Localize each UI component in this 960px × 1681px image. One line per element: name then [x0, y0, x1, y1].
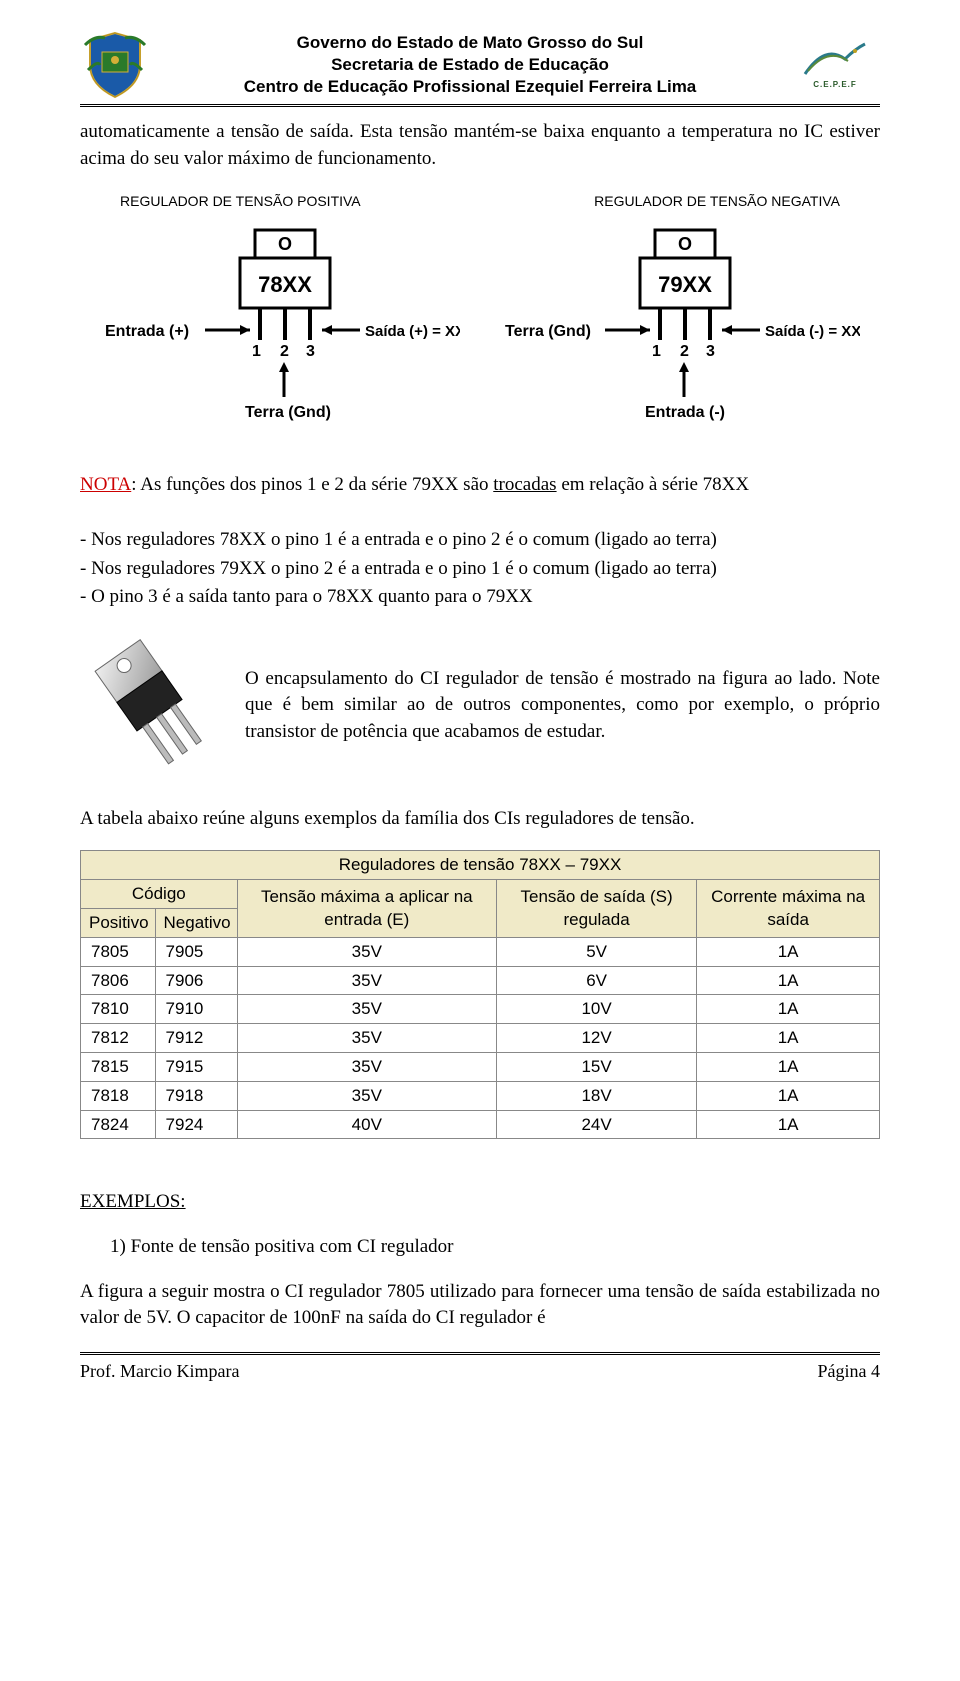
- to220-package-icon: [80, 636, 220, 776]
- nota-bullet-2: - Nos reguladores 79XX o pino 2 é a entr…: [80, 556, 880, 583]
- cepef-label: C.E.P.E.F: [813, 79, 857, 90]
- page-footer: Prof. Marcio Kimpara Página 4: [80, 1352, 880, 1384]
- nota-bullet-1: - Nos reguladores 78XX o pino 1 é a entr…: [80, 527, 880, 554]
- cell-pos: 7810: [81, 995, 156, 1024]
- cepef-logo-icon: C.E.P.E.F: [790, 35, 880, 95]
- cell-vin: 35V: [237, 995, 496, 1024]
- footer-page: Página 4: [818, 1359, 881, 1384]
- cell-pos: 7806: [81, 966, 156, 995]
- col-positivo: Positivo: [81, 908, 156, 937]
- table-row: 7810791035V10V1A: [81, 995, 880, 1024]
- table-row: 7805790535V5V1A: [81, 937, 880, 966]
- cell-neg: 7918: [155, 1081, 237, 1110]
- cell-neg: 7912: [155, 1024, 237, 1053]
- svg-text:O: O: [678, 234, 692, 254]
- col-vout: Tensão de saída (S) regulada: [496, 880, 696, 938]
- cell-vin: 35V: [237, 1052, 496, 1081]
- regulator-table: Reguladores de tensão 78XX – 79XX Código…: [80, 850, 880, 1139]
- header-line-2: Secretaria de Estado de Educação: [150, 54, 790, 76]
- svg-text:79XX: 79XX: [658, 272, 712, 297]
- cell-vout: 6V: [496, 966, 696, 995]
- cell-vout: 15V: [496, 1052, 696, 1081]
- nota-label: NOTA: [80, 474, 131, 495]
- cell-vin: 35V: [237, 1081, 496, 1110]
- svg-text:2: 2: [280, 343, 289, 360]
- footer-author: Prof. Marcio Kimpara: [80, 1359, 239, 1384]
- cell-iout: 1A: [697, 1024, 880, 1053]
- table-intro: A tabela abaixo reúne alguns exemplos da…: [80, 806, 880, 833]
- cell-neg: 7924: [155, 1110, 237, 1139]
- cell-iout: 1A: [697, 1081, 880, 1110]
- exemplos-title: EXEMPLOS:: [80, 1189, 880, 1216]
- cell-iout: 1A: [697, 1110, 880, 1139]
- header-line-1: Governo do Estado de Mato Grosso do Sul: [150, 32, 790, 54]
- diagrams-row: O 78XX 1 2 3 Entrada (+) Saída (+) = XX …: [80, 222, 880, 442]
- reg-positive-label: REGULADOR DE TENSÃO POSITIVA: [120, 192, 361, 212]
- svg-text:O: O: [278, 234, 292, 254]
- col-codigo: Código: [81, 880, 238, 909]
- cell-vout: 18V: [496, 1081, 696, 1110]
- example-item-1: 1) Fonte de tensão positiva com CI regul…: [110, 1234, 880, 1261]
- col-vin: Tensão máxima a aplicar na entrada (E): [237, 880, 496, 938]
- svg-text:1: 1: [252, 343, 261, 360]
- svg-text:Terra (Gnd): Terra (Gnd): [505, 323, 591, 340]
- cell-pos: 7824: [81, 1110, 156, 1139]
- cell-pos: 7818: [81, 1081, 156, 1110]
- svg-text:Saída (-) = XX: Saída (-) = XX: [765, 323, 860, 340]
- svg-text:Terra (Gnd): Terra (Gnd): [245, 404, 331, 421]
- cell-pos: 7815: [81, 1052, 156, 1081]
- cell-vin: 35V: [237, 966, 496, 995]
- chip-paragraph: O encapsulamento do CI regulador de tens…: [245, 666, 880, 746]
- svg-text:Entrada (+): Entrada (+): [105, 323, 189, 340]
- svg-text:78XX: 78XX: [258, 272, 312, 297]
- nota-block: NOTA: As funções dos pinos 1 e 2 da séri…: [80, 472, 880, 611]
- cell-vout: 10V: [496, 995, 696, 1024]
- cell-pos: 7812: [81, 1024, 156, 1053]
- svg-text:1: 1: [652, 343, 661, 360]
- header-line-3: Centro de Educação Profissional Ezequiel…: [150, 76, 790, 98]
- svg-text:Entrada (-): Entrada (-): [645, 404, 725, 421]
- col-iout: Corrente máxima na saída: [697, 880, 880, 938]
- table-row: 7815791535V15V1A: [81, 1052, 880, 1081]
- cell-vin: 35V: [237, 937, 496, 966]
- cell-iout: 1A: [697, 995, 880, 1024]
- state-crest-icon: [80, 30, 150, 100]
- table-row: 7812791235V12V1A: [81, 1024, 880, 1053]
- svg-text:3: 3: [706, 343, 715, 360]
- cell-pos: 7805: [81, 937, 156, 966]
- cell-vout: 5V: [496, 937, 696, 966]
- regulator-labels-row: REGULADOR DE TENSÃO POSITIVA REGULADOR D…: [80, 192, 880, 212]
- cell-neg: 7910: [155, 995, 237, 1024]
- svg-text:2: 2: [680, 343, 689, 360]
- cell-vin: 40V: [237, 1110, 496, 1139]
- nota-underlined: trocadas: [493, 474, 556, 495]
- col-negativo: Negativo: [155, 908, 237, 937]
- cell-neg: 7905: [155, 937, 237, 966]
- svg-text:3: 3: [306, 343, 315, 360]
- cell-vout: 12V: [496, 1024, 696, 1053]
- table-row: 7818791835V18V1A: [81, 1081, 880, 1110]
- nota-bullet-3: - O pino 3 é a saída tanto para o 78XX q…: [80, 584, 880, 611]
- cell-vout: 24V: [496, 1110, 696, 1139]
- cell-neg: 7906: [155, 966, 237, 995]
- table-row: 7824792440V24V1A: [81, 1110, 880, 1139]
- nota-text-pre: : As funções dos pinos 1 e 2 da série 79…: [131, 474, 493, 495]
- cell-iout: 1A: [697, 1052, 880, 1081]
- reg-negative-label: REGULADOR DE TENSÃO NEGATIVA: [594, 192, 840, 212]
- table-row: 7806790635V6V1A: [81, 966, 880, 995]
- intro-paragraph: automaticamente a tensão de saída. Esta …: [80, 119, 880, 172]
- regulator-79xx-diagram: O 79XX 1 2 3 Terra (Gnd) Saída (-) = XX …: [500, 222, 860, 442]
- cell-iout: 1A: [697, 937, 880, 966]
- cell-iout: 1A: [697, 966, 880, 995]
- svg-text:Saída (+) = XX: Saída (+) = XX: [365, 323, 460, 340]
- table-title: Reguladores de tensão 78XX – 79XX: [81, 851, 880, 880]
- cell-neg: 7915: [155, 1052, 237, 1081]
- page-header: Governo do Estado de Mato Grosso do Sul …: [80, 30, 880, 107]
- exemplos-closing: A figura a seguir mostra o CI regulador …: [80, 1279, 880, 1332]
- chip-row: O encapsulamento do CI regulador de tens…: [80, 636, 880, 776]
- cell-vin: 35V: [237, 1024, 496, 1053]
- regulator-78xx-diagram: O 78XX 1 2 3 Entrada (+) Saída (+) = XX …: [100, 222, 460, 442]
- nota-text-post: em relação à série 78XX: [557, 474, 750, 495]
